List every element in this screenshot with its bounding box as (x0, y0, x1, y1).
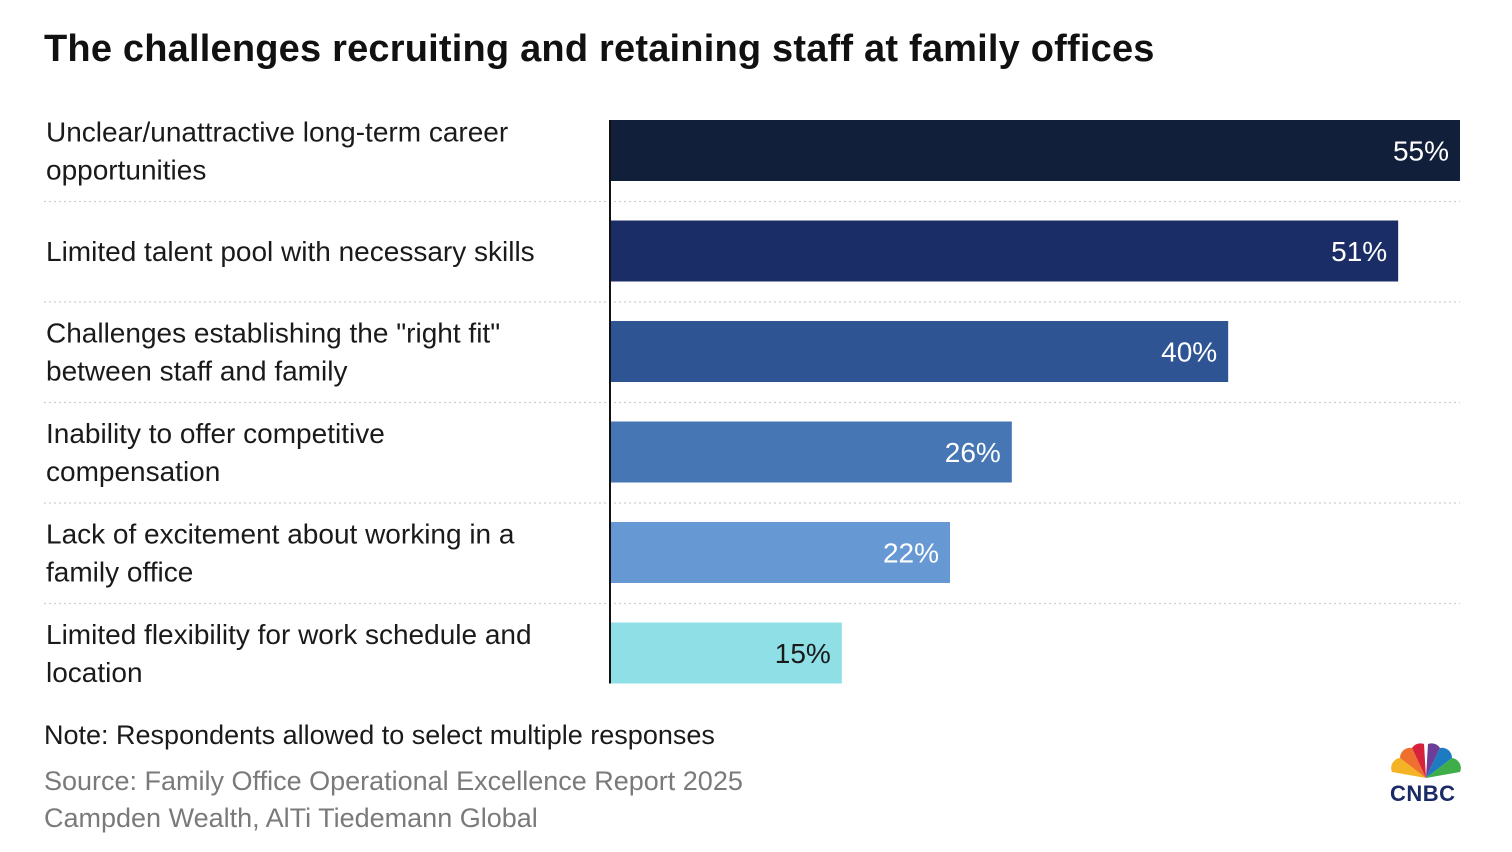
chart-source: Source: Family Office Operational Excell… (44, 763, 743, 837)
source-line-1: Source: Family Office Operational Excell… (44, 766, 743, 796)
category-label-3-line-2: between staff and family (46, 356, 347, 387)
bar-6 (610, 622, 842, 684)
category-label-6-line-2: location (46, 657, 143, 688)
value-label-6: 15% (775, 638, 831, 669)
bar-1 (610, 120, 1460, 181)
category-label-6-line-1: Limited flexibility for work schedule an… (46, 619, 532, 650)
bar-chart: 55% Unclear/unattractive long-term career… (44, 117, 1460, 688)
category-label-2: Limited talent pool with necessary skill… (46, 236, 535, 267)
value-label-1: 55% (1393, 136, 1449, 167)
cnbc-peacock-logo-icon (1391, 743, 1461, 778)
value-label-3: 40% (1161, 337, 1217, 368)
category-label-5-line-1: Lack of excitement about working in a (46, 519, 515, 550)
bar-3 (610, 321, 1229, 382)
category-label-4-line-2: compensation (46, 456, 220, 487)
category-label-1-line-2: opportunities (46, 155, 206, 186)
category-label-5-line-2: family office (46, 557, 193, 588)
value-label-5: 22% (883, 538, 939, 569)
chart-title: The challenges recruiting and retaining … (44, 28, 1155, 70)
bar-5 (610, 522, 950, 583)
category-label-4-line-1: Inability to offer competitive (46, 418, 385, 449)
cnbc-logo-text: CNBC (1390, 781, 1456, 806)
category-label-1-line-1: Unclear/unattractive long-term career (46, 117, 508, 148)
bar-4 (610, 421, 1012, 483)
category-label-3-line-1: Challenges establishing the "right fit" (46, 318, 500, 349)
value-label-4: 26% (945, 437, 1001, 468)
bar-2 (610, 220, 1399, 282)
value-label-2: 51% (1331, 236, 1387, 267)
source-line-2: Campden Wealth, AlTi Tiedemann Global (44, 803, 538, 833)
chart-note: Note: Respondents allowed to select mult… (44, 720, 715, 750)
